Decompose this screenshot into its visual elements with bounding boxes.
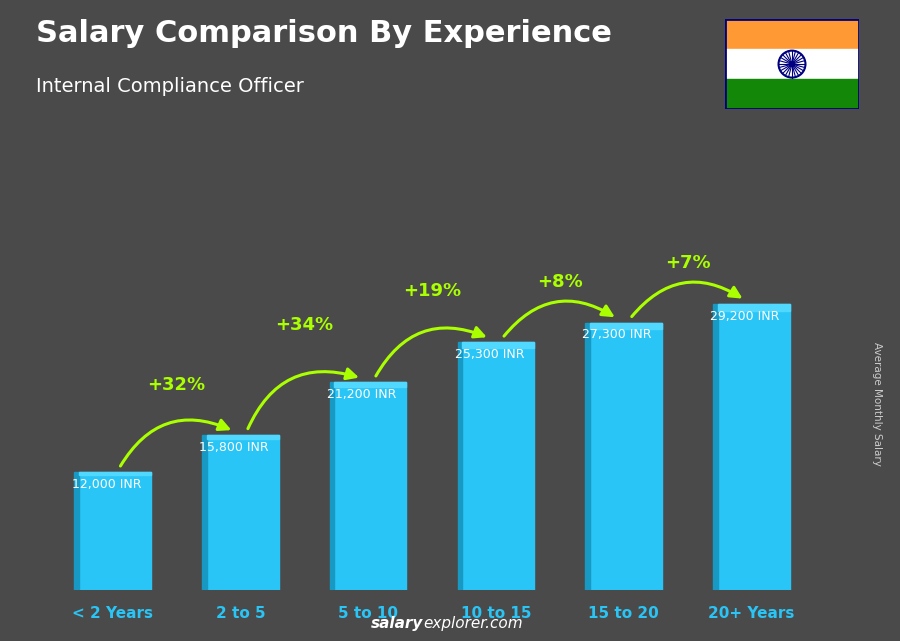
Bar [79, 472, 151, 590]
Text: +7%: +7% [665, 254, 710, 272]
Bar [590, 322, 662, 329]
Bar [724, 19, 859, 49]
Text: 15,800 INR: 15,800 INR [199, 441, 269, 454]
Bar [585, 322, 590, 590]
Bar [202, 435, 207, 590]
Text: Average Monthly Salary: Average Monthly Salary [872, 342, 883, 466]
Text: explorer.com: explorer.com [423, 617, 523, 631]
Bar [724, 49, 859, 79]
Text: +19%: +19% [403, 282, 461, 300]
Bar [457, 342, 462, 590]
Bar [590, 322, 662, 590]
Bar [717, 304, 789, 590]
Text: 21,200 INR: 21,200 INR [327, 388, 396, 401]
Text: Internal Compliance Officer: Internal Compliance Officer [36, 77, 304, 96]
Text: 27,300 INR: 27,300 INR [582, 328, 652, 342]
Text: salary: salary [371, 617, 423, 631]
Bar [335, 382, 407, 388]
Text: +32%: +32% [148, 376, 205, 394]
Bar [462, 342, 535, 348]
Bar [79, 472, 151, 475]
Text: Salary Comparison By Experience: Salary Comparison By Experience [36, 19, 612, 48]
Bar [207, 435, 279, 590]
Bar [724, 79, 859, 109]
Bar [75, 472, 79, 590]
Bar [462, 342, 535, 590]
Bar [717, 304, 789, 311]
Bar [207, 435, 279, 439]
Text: 25,300 INR: 25,300 INR [454, 348, 524, 361]
Circle shape [790, 62, 794, 67]
Bar [713, 304, 717, 590]
Bar [335, 382, 407, 590]
Text: 12,000 INR: 12,000 INR [71, 478, 141, 491]
Text: 29,200 INR: 29,200 INR [710, 310, 779, 323]
Text: +34%: +34% [275, 315, 333, 333]
Bar [329, 382, 335, 590]
Text: +8%: +8% [537, 272, 582, 290]
